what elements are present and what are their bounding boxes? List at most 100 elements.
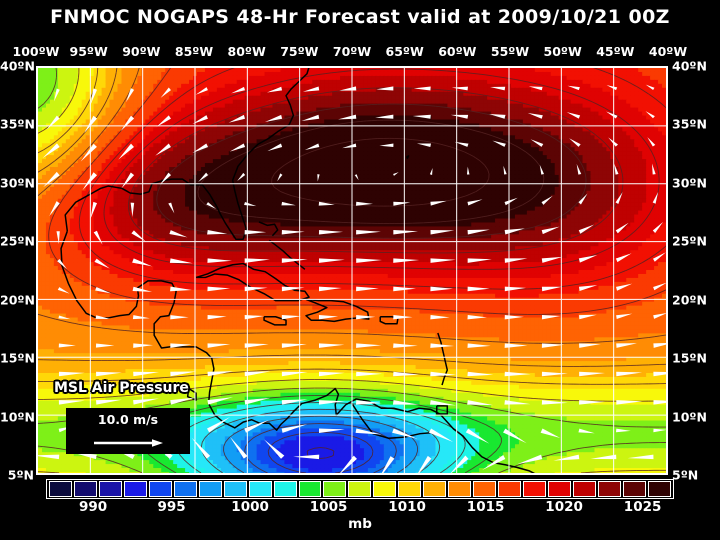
wind-vector bbox=[356, 371, 383, 377]
wind-vector bbox=[393, 258, 420, 263]
wind-vector bbox=[393, 343, 418, 348]
right-arrow-icon bbox=[94, 439, 163, 447]
lon-tick-label: 90ºW bbox=[122, 44, 161, 59]
coastline bbox=[379, 316, 399, 325]
lon-tick-label: 80ºW bbox=[227, 44, 266, 59]
wind-vector bbox=[516, 454, 543, 465]
coastline bbox=[351, 403, 434, 439]
wind-vector bbox=[207, 371, 234, 377]
page-title: FNMOC NOGAPS 48-Hr Forecast valid at 200… bbox=[50, 6, 670, 28]
colorbar-swatch bbox=[498, 481, 522, 497]
wind-vector bbox=[58, 343, 76, 348]
wind-vector bbox=[430, 315, 450, 320]
wind-vector bbox=[492, 140, 506, 147]
wind-vector bbox=[393, 201, 411, 206]
colorbar-swatch bbox=[198, 481, 222, 497]
wind-vector bbox=[576, 163, 582, 175]
wind-vector bbox=[120, 115, 135, 131]
wind-vector bbox=[578, 285, 598, 291]
wind-vector bbox=[281, 343, 307, 348]
latitude-axis-left: 40ºN 35ºN 30ºN 25ºN 20ºN 15ºN 10ºN 5ºN bbox=[0, 59, 35, 483]
wind-vector bbox=[130, 202, 135, 218]
wind-vector bbox=[356, 315, 376, 320]
wind-vector bbox=[393, 286, 416, 292]
wind-vector bbox=[198, 172, 209, 182]
wind-vector bbox=[319, 315, 339, 320]
colorbar-tick-label: 990 bbox=[79, 499, 108, 515]
wind-vector bbox=[340, 455, 357, 473]
wind-scale-label: 10.0 m/s bbox=[97, 412, 159, 427]
wind-vector bbox=[131, 230, 146, 242]
wind-vector bbox=[428, 428, 454, 443]
wind-vector bbox=[132, 315, 150, 320]
wind-vector bbox=[244, 371, 271, 377]
wind-vector bbox=[318, 201, 335, 206]
colorbar-tick-label: 1000 bbox=[231, 499, 269, 515]
lon-tick-label: 60ºW bbox=[438, 44, 477, 59]
lat-tick-label: 10ºN bbox=[672, 409, 707, 425]
wind-vector bbox=[57, 259, 67, 270]
wind-vector bbox=[356, 258, 383, 263]
wind-vector bbox=[244, 420, 269, 433]
wind-vector bbox=[450, 455, 469, 473]
coastline bbox=[64, 68, 310, 240]
wind-vector bbox=[277, 173, 283, 182]
wind-vector bbox=[465, 428, 490, 444]
wind-vector bbox=[228, 114, 245, 123]
colorbar[interactable] bbox=[46, 479, 674, 499]
wind-vector bbox=[281, 230, 305, 235]
wind-vector bbox=[429, 168, 433, 175]
wind-vector bbox=[319, 400, 345, 405]
wind-vector bbox=[606, 85, 618, 91]
colorbar-swatch bbox=[323, 481, 347, 497]
wind-vector bbox=[615, 253, 632, 263]
coastline bbox=[305, 298, 370, 323]
wind-vector bbox=[504, 286, 526, 292]
wind-vector bbox=[504, 258, 528, 263]
wind-vector bbox=[319, 258, 345, 263]
lon-tick-label: 45ºW bbox=[596, 44, 635, 59]
lon-tick-label: 50ºW bbox=[543, 44, 582, 59]
wind-vector bbox=[653, 371, 666, 377]
wind-vector bbox=[355, 428, 382, 435]
map-frame[interactable]: MSL Air Pressure 10.0 m/s bbox=[36, 66, 668, 475]
wind-vector bbox=[541, 343, 565, 348]
wind-vector bbox=[96, 371, 122, 377]
wind-vector bbox=[578, 224, 595, 234]
colorbar-unit-label: mb bbox=[348, 516, 372, 532]
lat-tick-label: 15ºN bbox=[672, 350, 707, 366]
lat-tick-label: 15ºN bbox=[0, 350, 35, 366]
wind-vector bbox=[375, 114, 394, 119]
wind-vector bbox=[160, 87, 171, 98]
wind-vector bbox=[207, 397, 234, 405]
wind-vector bbox=[541, 371, 568, 377]
longitude-axis: 100ºW 95ºW 90ºW 85ºW 80ºW 75ºW 70ºW 65ºW 60ºW 55º… bbox=[13, 44, 688, 62]
wind-vector bbox=[93, 230, 103, 245]
wind-vector bbox=[46, 115, 60, 130]
wind-vector bbox=[393, 230, 418, 235]
colorbar-tick-label: 1005 bbox=[309, 499, 348, 515]
wind-vector bbox=[376, 86, 394, 91]
wind-vector bbox=[56, 231, 60, 245]
wind-vector bbox=[616, 400, 643, 405]
wind-vector bbox=[393, 371, 420, 377]
wind-vector bbox=[569, 138, 581, 147]
wind-vector bbox=[267, 143, 283, 152]
wind-vector bbox=[606, 111, 618, 119]
wind-vector bbox=[192, 143, 209, 153]
wind-vector bbox=[430, 230, 455, 235]
wind-vector bbox=[281, 315, 302, 320]
wind-vector bbox=[528, 86, 543, 91]
wind-vector bbox=[616, 283, 633, 291]
wind-vector bbox=[170, 315, 189, 320]
wind-vector bbox=[579, 371, 605, 377]
wind-vector bbox=[38, 454, 60, 460]
wind-vector bbox=[207, 315, 227, 320]
wind-vector bbox=[578, 428, 595, 434]
colorbar-tick-label: 1015 bbox=[466, 499, 505, 515]
wind-vector bbox=[169, 230, 188, 238]
wind-vector bbox=[244, 315, 264, 320]
wind-vector bbox=[430, 400, 457, 406]
wind-vector bbox=[482, 454, 506, 471]
